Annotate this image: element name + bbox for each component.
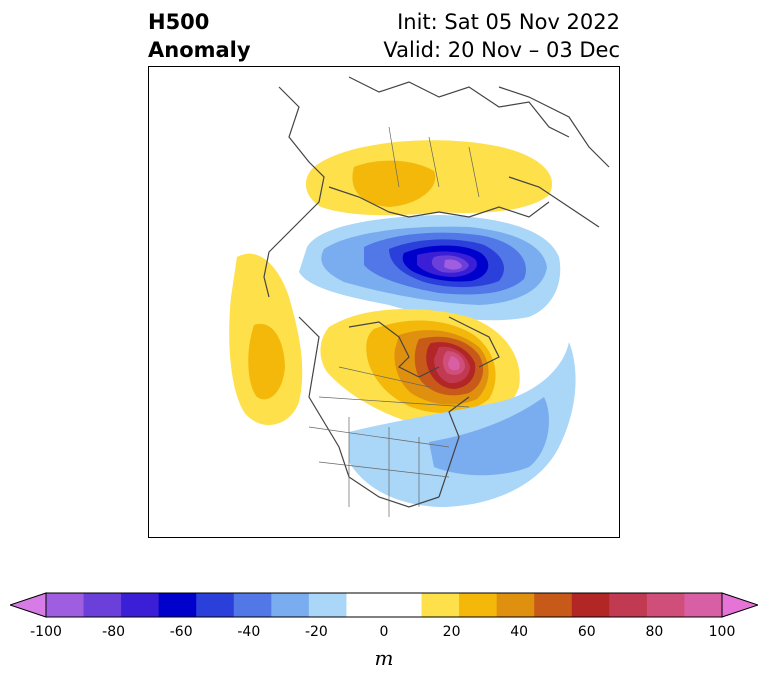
colorbar-tick-label: -100 [30,624,62,640]
colorbar-ticks: -100 -80 -60 -40 -20 0 20 40 60 80 100 [0,622,768,642]
colorbar-segment [46,593,85,617]
colorbar-tick-label: -80 [102,624,126,640]
colorbar-tick-label: 60 [577,624,596,640]
valid-period: Valid: 20 Nov – 03 Dec [383,38,620,62]
colorbar-tick-label: 80 [645,624,664,640]
positive-anomaly-pacific [229,253,520,428]
colorbar-segment [196,593,235,617]
colorbar-segment [158,593,197,617]
colorbar [10,592,758,618]
colorbar-outline [45,592,723,618]
title-variable: H500 [148,10,210,34]
colorbar-segment [121,593,160,617]
colorbar-segment [571,593,610,617]
colorbar-extend-max [721,592,758,618]
title-field: Anomaly [148,38,251,62]
colorbar-tick-label: 40 [510,624,529,640]
coastlines [263,76,610,508]
colorbar-segment [421,593,460,617]
colorbar-extend-min [10,592,47,618]
colorbar-segments [46,593,723,617]
positive-anomaly-north [305,140,553,216]
colorbar-segment [384,593,423,617]
anomaly-map [229,76,610,517]
map-title: H500 Anomaly [148,8,251,64]
colorbar-segment [609,593,648,617]
colorbar-segment [496,593,535,617]
colorbar-segment [308,593,347,617]
political-borders [308,126,480,517]
map-panel [148,66,620,538]
map-subtitle: Init: Sat 05 Nov 2022 Valid: 20 Nov – 03… [383,8,620,64]
colorbar-tick-label: 100 [708,624,736,640]
colorbar-tick-label: 0 [379,624,389,640]
colorbar-tick-label: -20 [304,624,328,640]
colorbar-segment [233,593,272,617]
colorbar-segment [271,593,310,617]
colorbar-tick-label: -40 [237,624,261,640]
colorbar-tick-label: 20 [442,624,461,640]
colorbar-segment [346,593,385,617]
colorbar-segment [646,593,685,617]
colorbar-segment [83,593,122,617]
negative-anomaly-arctic [299,215,561,321]
colorbar-segment [534,593,573,617]
colorbar-tick-label: -60 [169,624,193,640]
colorbar-segment [459,593,498,617]
colorbar-unit: m [374,646,394,670]
negative-anomaly-atlantic [349,342,576,507]
colorbar-segment [684,593,723,617]
init-time: Init: Sat 05 Nov 2022 [397,10,620,34]
